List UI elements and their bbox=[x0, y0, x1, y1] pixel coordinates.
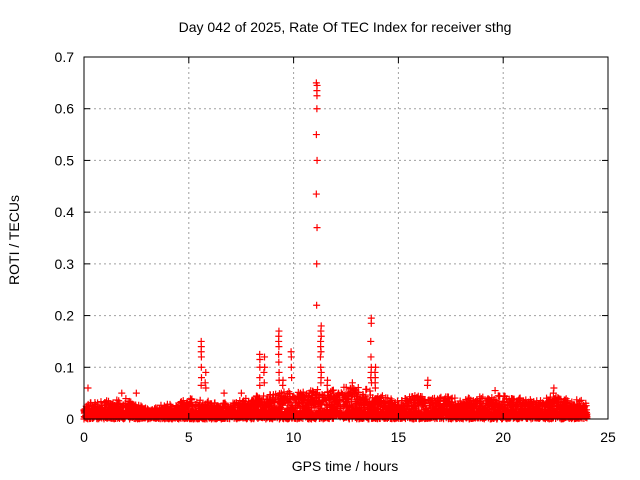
data-point bbox=[313, 301, 321, 309]
x-tick-label: 5 bbox=[185, 429, 193, 445]
y-tick-label: 0.7 bbox=[55, 49, 75, 65]
x-tick-label: 25 bbox=[600, 429, 616, 445]
data-point bbox=[118, 389, 126, 397]
y-tick-label: 0.2 bbox=[55, 308, 75, 324]
data-point bbox=[312, 190, 320, 198]
data-points bbox=[80, 79, 591, 423]
data-point bbox=[275, 368, 283, 376]
data-point bbox=[423, 381, 431, 389]
y-tick-label: 0.1 bbox=[55, 359, 75, 375]
data-point bbox=[197, 374, 205, 382]
x-axis-label: GPS time / hours bbox=[292, 458, 399, 474]
chart-title: Day 042 of 2025, Rate Of TEC Index for r… bbox=[179, 19, 512, 35]
y-tick-label: 0.6 bbox=[55, 101, 75, 117]
x-tick-label: 0 bbox=[80, 429, 88, 445]
data-point bbox=[288, 374, 296, 382]
data-point bbox=[313, 260, 321, 268]
data-point bbox=[316, 353, 324, 361]
data-point bbox=[275, 358, 283, 366]
data-point bbox=[260, 368, 268, 376]
data-point bbox=[94, 399, 102, 407]
grid-lines bbox=[84, 57, 608, 419]
data-point bbox=[367, 319, 375, 327]
data-point bbox=[367, 353, 375, 361]
data-point bbox=[367, 337, 375, 345]
data-point bbox=[491, 387, 499, 395]
x-tick-label: 10 bbox=[286, 429, 302, 445]
data-point bbox=[256, 374, 264, 382]
x-tick-label: 20 bbox=[495, 429, 511, 445]
data-point bbox=[202, 368, 210, 376]
data-point bbox=[313, 156, 321, 164]
data-point bbox=[287, 353, 295, 361]
x-tick-label: 15 bbox=[391, 429, 407, 445]
data-point bbox=[261, 363, 269, 371]
data-point bbox=[287, 363, 295, 371]
data-point bbox=[220, 389, 228, 397]
data-point bbox=[323, 381, 331, 389]
y-tick-label: 0.5 bbox=[55, 152, 75, 168]
data-point bbox=[132, 389, 140, 397]
data-point bbox=[275, 350, 283, 358]
data-point bbox=[275, 343, 283, 351]
data-point bbox=[313, 224, 321, 232]
data-point bbox=[312, 131, 320, 139]
y-tick-label: 0.3 bbox=[55, 256, 75, 272]
y-tick-label: 0.4 bbox=[55, 204, 75, 220]
data-point bbox=[279, 381, 287, 389]
data-point bbox=[97, 398, 105, 406]
data-point bbox=[313, 92, 321, 100]
data-point bbox=[363, 385, 371, 393]
data-point bbox=[317, 379, 325, 387]
y-tick-label: 0 bbox=[66, 411, 74, 427]
data-point bbox=[313, 105, 321, 113]
y-axis-label: ROTI / TECUs bbox=[6, 195, 22, 285]
plot-frame bbox=[83, 56, 609, 420]
data-point bbox=[115, 397, 123, 405]
data-point bbox=[237, 389, 245, 397]
data-point bbox=[188, 395, 196, 403]
data-point bbox=[197, 363, 205, 371]
data-point bbox=[317, 332, 325, 340]
data-point bbox=[84, 384, 92, 392]
data-point bbox=[196, 396, 204, 404]
data-point bbox=[197, 353, 205, 361]
